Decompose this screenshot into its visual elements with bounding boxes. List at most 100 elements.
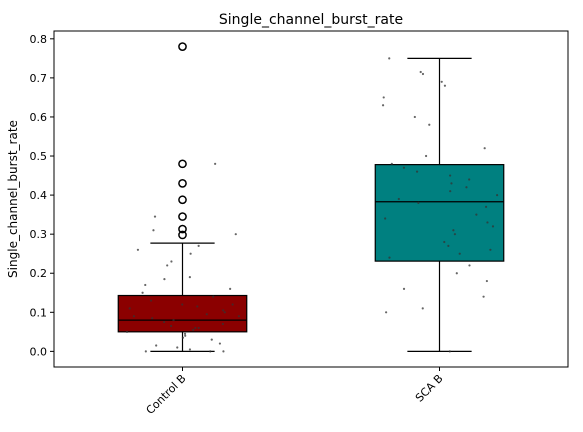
data-point — [455, 272, 458, 275]
data-point — [181, 336, 185, 339]
data-point — [188, 348, 192, 351]
y-tick-label: 0.4 — [30, 189, 48, 202]
data-point — [234, 233, 237, 236]
data-point — [194, 326, 197, 330]
box-iqr — [374, 164, 505, 262]
data-point — [468, 178, 471, 181]
y-tick-label: 0.0 — [30, 345, 48, 358]
data-point — [450, 182, 453, 185]
data-point — [402, 287, 406, 290]
data-point — [489, 248, 492, 251]
y-tick-label: 0.3 — [30, 228, 48, 241]
data-point — [237, 315, 240, 318]
data-point — [415, 170, 419, 173]
data-point — [181, 303, 184, 306]
outlier-point — [178, 179, 187, 188]
data-point — [491, 225, 495, 228]
data-point — [218, 342, 222, 345]
data-point — [443, 240, 446, 244]
data-point — [448, 350, 451, 353]
data-point — [388, 256, 391, 259]
outlier-point — [178, 224, 187, 234]
data-point — [163, 277, 166, 281]
data-point — [128, 307, 131, 310]
data-point — [151, 317, 154, 320]
data-point — [482, 295, 485, 298]
data-point — [205, 313, 208, 316]
plot-area-frame — [53, 30, 569, 368]
data-point — [176, 346, 179, 349]
data-point — [413, 115, 416, 119]
box-iqr — [117, 294, 248, 333]
outlier-point — [178, 195, 187, 205]
data-point — [417, 201, 420, 205]
data-point — [419, 70, 422, 74]
data-point — [136, 248, 140, 251]
data-point — [384, 217, 387, 220]
data-point — [222, 309, 225, 312]
data-point — [169, 324, 173, 328]
data-point — [449, 190, 452, 193]
data-point — [390, 162, 393, 165]
data-point — [155, 344, 158, 347]
data-point — [149, 299, 153, 302]
box-control-b — [117, 42, 248, 352]
data-point — [382, 96, 385, 99]
data-point — [385, 311, 388, 314]
data-point — [172, 319, 175, 322]
y-tick-label: 0.1 — [30, 306, 48, 319]
data-point — [468, 264, 471, 267]
data-point — [152, 229, 155, 232]
data-point — [421, 72, 425, 76]
data-point — [231, 303, 234, 306]
data-point — [222, 350, 225, 353]
data-point — [183, 332, 187, 335]
data-point — [170, 260, 173, 263]
jitter-points — [125, 57, 499, 353]
data-point — [229, 287, 232, 290]
data-point — [381, 104, 385, 107]
outlier-point — [178, 212, 187, 221]
data-point — [125, 330, 129, 333]
data-point — [428, 123, 431, 126]
y-tick-label: 0.7 — [30, 72, 48, 85]
data-point — [221, 322, 224, 326]
data-point — [214, 162, 217, 165]
data-point — [192, 328, 195, 331]
y-axis: 0.0 0.1 0.2 0.3 0.4 0.5 0.6 0.7 0.8 — [30, 33, 54, 358]
box-sca-b — [374, 57, 505, 352]
x-tick-label: Control B — [143, 372, 188, 417]
data-point — [196, 305, 199, 308]
data-point — [483, 147, 486, 150]
data-point — [402, 166, 406, 169]
data-point — [144, 350, 147, 353]
data-point — [153, 215, 157, 218]
y-axis-label: Single_channel_burst_rate — [6, 120, 20, 278]
data-point — [188, 276, 191, 279]
data-point — [197, 326, 200, 330]
data-point — [496, 193, 499, 197]
data-point — [189, 252, 192, 255]
y-tick-label: 0.2 — [30, 267, 48, 280]
data-point — [485, 279, 488, 283]
y-tick-label: 0.8 — [30, 33, 48, 46]
data-point — [209, 350, 212, 353]
data-point — [475, 213, 478, 216]
data-point — [144, 283, 147, 287]
outlier-point — [178, 230, 187, 240]
data-point — [458, 252, 461, 255]
outlier-point — [178, 42, 187, 51]
data-point — [421, 307, 424, 310]
data-point — [223, 311, 226, 314]
boxes — [117, 42, 505, 352]
outlier-point — [178, 159, 187, 169]
data-point — [484, 205, 488, 208]
y-tick-label: 0.6 — [30, 111, 48, 124]
data-point — [449, 174, 452, 177]
data-point — [197, 244, 200, 247]
data-point — [166, 264, 169, 267]
data-point — [141, 291, 144, 294]
x-axis: Control B SCA B — [143, 367, 446, 417]
y-tick-label: 0.5 — [30, 150, 48, 163]
